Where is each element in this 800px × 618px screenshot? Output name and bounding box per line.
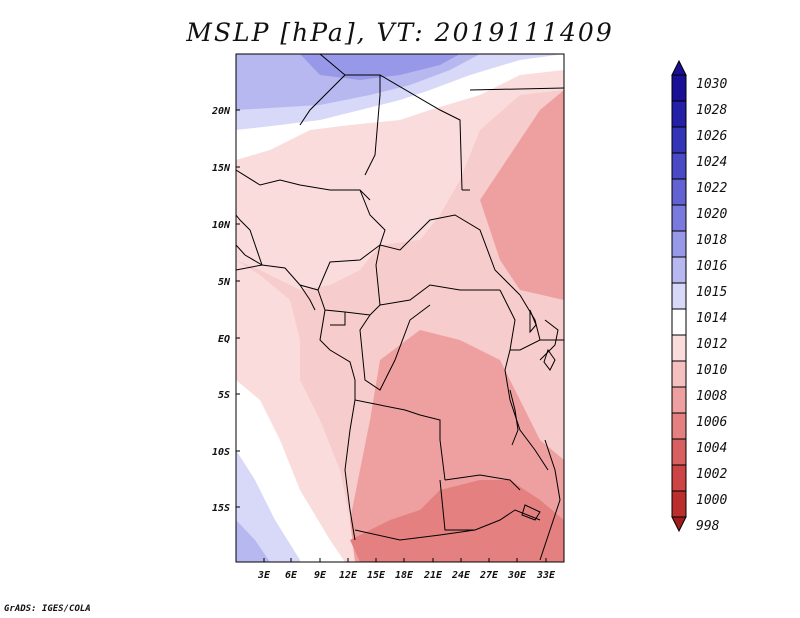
- colorbar: 1030 1028 1026 1024 1022 1020 1018 1016 1015 1014…: [671, 59, 727, 534]
- colorbar-label: 1014: [696, 311, 727, 326]
- colorbar-swatch: [671, 204, 687, 232]
- lon-label: 3E: [257, 570, 271, 581]
- colorbar-label: 1022: [696, 181, 727, 196]
- lat-label: 15S: [212, 503, 230, 514]
- colorbar-swatch: [671, 438, 687, 466]
- colorbar-label: 1026: [696, 129, 727, 144]
- colorbar-label: 1008: [696, 389, 727, 404]
- lon-label: 21E: [423, 570, 443, 581]
- colorbar-label: 1016: [696, 259, 727, 274]
- lat-label: 20N: [211, 106, 231, 117]
- colorbar-label: 1028: [696, 103, 727, 118]
- colorbar-label: 1015: [696, 285, 727, 300]
- lat-label: 15N: [212, 163, 231, 174]
- colorbar-swatch: [671, 412, 687, 440]
- colorbar-swatch: [671, 334, 687, 362]
- field-1016-south: [236, 520, 270, 562]
- field-1006-south: [350, 480, 564, 562]
- colorbar-label: 1002: [696, 467, 727, 482]
- colorbar-swatch: [671, 178, 687, 206]
- colorbar-bottom-arrow: [671, 516, 687, 533]
- colorbar-label: 1020: [696, 207, 727, 222]
- colorbar-swatch: [671, 100, 687, 128]
- colorbar-label: 1018: [696, 233, 727, 248]
- latitude-axis: 20N 15N 10N 5N EQ 5S 10S 15S: [211, 106, 240, 514]
- colorbar-swatch: [671, 282, 687, 310]
- colorbar-swatch: [671, 386, 687, 414]
- colorbar-label: 1000: [696, 493, 727, 508]
- colorbar-label: 1024: [696, 155, 727, 170]
- pressure-field: [236, 54, 564, 562]
- colorbar-label: 1010: [696, 363, 727, 378]
- lon-label: 9E: [314, 570, 327, 581]
- longitude-axis: 3E 6E 9E 12E 15E 18E 21E 24E 27E 30E 33E: [257, 558, 556, 581]
- lat-label: 10N: [212, 220, 231, 231]
- software-credit: GrADS: IGES/COLA: [4, 604, 91, 614]
- field-1018-north: [300, 54, 460, 80]
- country-borders: [236, 54, 564, 561]
- colorbar-swatch: [671, 308, 687, 336]
- colorbar-label: 998: [696, 519, 720, 534]
- colorbar-top-arrow: [671, 59, 687, 76]
- lon-label: 30E: [507, 570, 527, 581]
- lat-label: 5N: [218, 277, 231, 288]
- colorbar-label: 1004: [696, 441, 727, 456]
- colorbar-label: 1030: [696, 77, 727, 92]
- colorbar-swatch: [671, 490, 687, 518]
- colorbar-swatch: [671, 152, 687, 180]
- colorbar-swatch: [671, 360, 687, 388]
- colorbar-label: 1006: [696, 415, 727, 430]
- colorbar-label: 1012: [696, 337, 727, 352]
- lon-label: 12E: [339, 570, 358, 581]
- lon-label: 33E: [536, 570, 556, 581]
- field-1008-east: [480, 90, 564, 300]
- map-frame: [235, 53, 565, 563]
- colorbar-swatch: [671, 74, 687, 102]
- colorbar-swatch: [671, 256, 687, 284]
- lon-label: 6E: [285, 570, 298, 581]
- colorbar-swatch: [671, 230, 687, 258]
- colorbar-swatch: [671, 126, 687, 154]
- colorbar-swatch: [671, 464, 687, 492]
- lat-label: 5S: [218, 390, 230, 401]
- lon-label: 27E: [479, 570, 499, 581]
- lon-label: 24E: [451, 570, 471, 581]
- lon-label: 15E: [367, 570, 386, 581]
- lakes: [509, 309, 556, 521]
- field-1015-south: [236, 450, 300, 562]
- map-title: MSLP [hPa], VT: 2019111409: [186, 18, 614, 47]
- lon-label: 18E: [395, 570, 414, 581]
- lat-label: EQ: [218, 334, 230, 345]
- lat-label: 10S: [212, 447, 230, 458]
